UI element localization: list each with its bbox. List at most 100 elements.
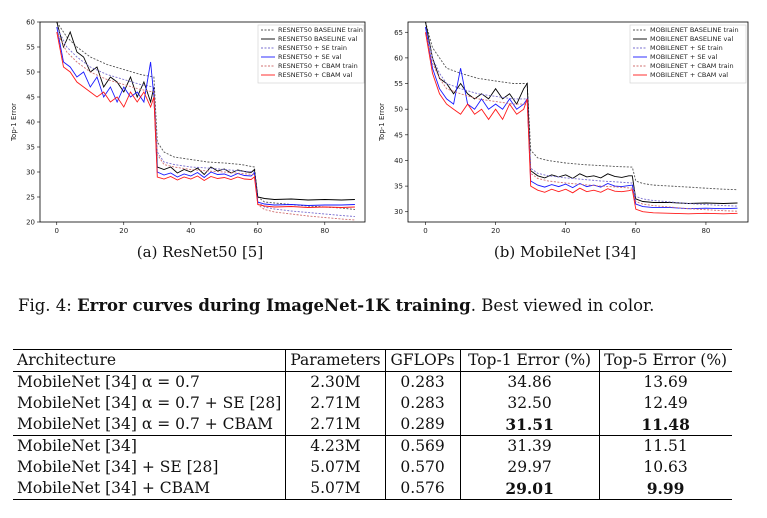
legend-entry: RESNET50 BASELINE train: [278, 26, 363, 34]
y-tick-label: 55: [26, 44, 35, 52]
x-tick-label: 80: [320, 227, 329, 235]
cell-gflops: 0.289: [384, 414, 461, 436]
x-tick-label: 20: [491, 227, 500, 235]
series-line: [56, 26, 355, 206]
series-line: [56, 26, 355, 217]
subcaption-b: (b) MobileNet [34]: [493, 243, 637, 261]
series-line: [425, 22, 738, 204]
table-header-row: Architecture Parameters GFLOPs Top-1 Err…: [13, 349, 732, 372]
y-tick-label: 50: [394, 106, 403, 114]
cell-params: 5.07M: [285, 478, 386, 500]
cell-top5: 11.48: [598, 414, 732, 436]
legend-entry: MOBILENET + SE val: [650, 53, 717, 61]
y-tick-label: 60: [394, 54, 403, 62]
legend-entry: RESNET50 + CBAM train: [278, 62, 358, 70]
cell-top1: 31.51: [459, 414, 600, 436]
y-tick-label: 40: [26, 119, 35, 127]
y-tick-label: 65: [394, 29, 403, 37]
legend-entry: RESNET50 + SE val: [278, 53, 342, 61]
legend-entry: MOBILENET + SE train: [650, 44, 723, 52]
legend-entry: RESNET50 BASELINE val: [278, 35, 358, 43]
cell-top5: 12.49: [598, 393, 732, 414]
cell-arch: MobileNet [34] α = 0.7: [13, 371, 286, 393]
series-line: [56, 31, 355, 208]
table-row: MobileNet [34] + SE [28] 5.07M 0.570 29.97 1…: [13, 457, 732, 478]
cell-top5: 13.69: [598, 371, 732, 393]
legend-box: [629, 24, 747, 84]
header-gflops: GFLOPs: [384, 349, 461, 372]
cell-gflops: 0.283: [384, 393, 461, 414]
series-line: [425, 22, 738, 191]
y-tick-label: 40: [394, 157, 403, 165]
x-tick-label: 0: [55, 227, 59, 235]
x-tick-label: 40: [186, 227, 195, 235]
table-row: MobileNet [34] α = 0.7 + SE [28] 2.71M 0.2…: [13, 393, 732, 414]
series-line: [425, 27, 738, 207]
cell-arch: MobileNet [34] + CBAM: [13, 478, 286, 500]
cell-params: 5.07M: [285, 457, 386, 478]
header-top5: Top-5 Error (%): [598, 349, 732, 372]
cell-gflops: 0.570: [384, 457, 461, 478]
cell-gflops: 0.569: [384, 435, 461, 457]
y-tick-label: 30: [394, 208, 403, 216]
cell-top1: 34.86: [459, 371, 600, 393]
table-row: MobileNet [34] 4.23M 0.569 31.39 11.51: [13, 435, 732, 457]
cell-params: 4.23M: [285, 435, 386, 457]
figure-caption: Fig. 4: Error curves during ImageNet-1K …: [18, 296, 758, 315]
series-line: [425, 27, 738, 210]
caption-rest: . Best viewed in color.: [470, 296, 655, 315]
legend-entry: MOBILENET BASELINE train: [650, 26, 739, 34]
y-tick-label: 45: [394, 131, 403, 139]
cell-top1: 31.39: [459, 435, 600, 457]
header-architecture: Architecture: [13, 349, 286, 372]
y-tick-label: 45: [26, 94, 35, 102]
y-axis-label: Top-1 Error: [10, 103, 18, 142]
caption-bold: Error curves during ImageNet-1K training: [77, 296, 471, 315]
series-group: [425, 22, 738, 215]
y-tick-label: 25: [26, 194, 35, 202]
legend-box: [257, 24, 365, 84]
results-table: Architecture Parameters GFLOPs Top-1 Err…: [13, 349, 732, 500]
y-tick-label: 60: [26, 19, 35, 27]
y-tick-label: 20: [26, 219, 35, 227]
y-tick-label: 50: [26, 69, 35, 77]
cell-top5: 9.99: [598, 478, 732, 500]
series-line: [56, 31, 355, 221]
x-tick-label: 60: [631, 227, 640, 235]
cell-top5: 10.63: [598, 457, 732, 478]
subcaption-a: (a) ResNet50 [5]: [136, 243, 264, 261]
legend-entry: MOBILENET + CBAM val: [650, 71, 728, 79]
mobilenet-error-chart: 0 20 40 60 80 30 35 40 45 50 55 60 65 Top-1 Error MOBI…: [378, 21, 749, 235]
cell-params: 2.71M: [285, 393, 386, 414]
cell-arch: MobileNet [34]: [13, 435, 286, 457]
cell-arch: MobileNet [34] α = 0.7 + CBAM: [17, 415, 273, 433]
cell-gflops: 0.283: [384, 371, 461, 393]
x-tick-label: 60: [253, 227, 262, 235]
cell-top5: 11.51: [598, 435, 732, 457]
header-parameters: Parameters: [285, 349, 386, 372]
cell-top1: 29.01: [459, 478, 600, 500]
cell-arch: MobileNet [34] α = 0.7 + SE [28]: [17, 394, 282, 412]
series-line: [425, 32, 738, 215]
y-tick-label: 30: [26, 169, 35, 177]
cell-params: 2.71M: [285, 414, 386, 436]
resnet50-error-chart: 0 20 40 60 80 20 25 30 35 40 45 50 55 60 Top-1 Error RE…: [10, 19, 366, 235]
series-line: [425, 32, 738, 212]
caption-prefix: Fig. 4:: [18, 296, 78, 315]
x-tick-label: 40: [561, 227, 570, 235]
table-row: MobileNet [34] α = 0.7 2.30M 0.283 34.86 13.…: [13, 371, 732, 393]
cell-gflops: 0.576: [384, 478, 461, 500]
y-tick-label: 35: [26, 144, 35, 152]
legend-entry: MOBILENET + CBAM train: [650, 62, 734, 70]
table-row: MobileNet [34] α = 0.7 + CBAM 2.71M 0.289 3…: [13, 414, 732, 436]
legend-entry: MOBILENET BASELINE val: [650, 35, 733, 43]
legend-entry: RESNET50 + SE train: [278, 44, 347, 52]
table-row: MobileNet [34] + CBAM 5.07M 0.576 29.01 9.99: [13, 478, 732, 500]
header-top1: Top-1 Error (%): [459, 349, 600, 372]
y-axis-label: Top-1 Error: [378, 103, 386, 142]
cell-top1: 29.97: [459, 457, 600, 478]
plot-frame: [407, 21, 749, 223]
cell-top1: 32.50: [459, 393, 600, 414]
x-tick-label: 0: [423, 227, 427, 235]
y-tick-label: 35: [394, 183, 403, 191]
